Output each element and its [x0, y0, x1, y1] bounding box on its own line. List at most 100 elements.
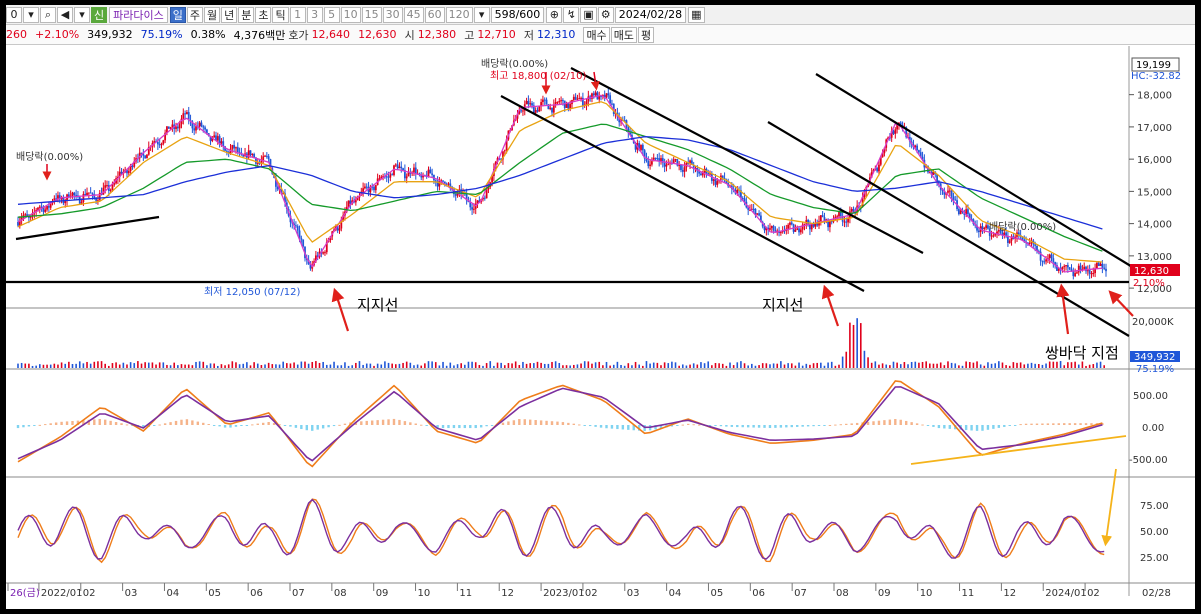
price-tick-label-2: 16,000: [1137, 155, 1172, 166]
minute-dropdown-icon[interactable]: ▾: [473, 6, 490, 23]
minute-button-60[interactable]: 60: [424, 6, 445, 23]
minute-button-3[interactable]: 3: [306, 6, 323, 23]
candle-body: [202, 126, 205, 128]
macd-histogram-bar: [409, 422, 412, 425]
buy-button[interactable]: 매수: [583, 26, 610, 43]
indicator-icon[interactable]: ⊕: [546, 6, 563, 23]
macd-histogram-bar: [185, 419, 189, 425]
stock-name[interactable]: 파라다이스: [109, 6, 168, 23]
volume-bar: [500, 362, 502, 368]
volume-bar: [1030, 362, 1033, 368]
price-tick-label-5: 13,000: [1137, 252, 1172, 263]
volume-bar: [1085, 365, 1087, 368]
period-button-년[interactable]: 년: [221, 6, 238, 23]
time-tick-label: 04: [669, 588, 682, 599]
volume-bar: [754, 365, 757, 368]
candle-body: [896, 124, 899, 130]
macd-histogram-bar: [654, 425, 657, 430]
minute-button-120[interactable]: 120: [445, 6, 473, 23]
settings-icon[interactable]: ⚙: [597, 6, 614, 23]
macd-histogram-bar: [420, 424, 423, 426]
candle-body: [104, 185, 107, 188]
volume-bar: [700, 362, 702, 368]
search-icon[interactable]: ⌕: [40, 6, 56, 23]
data-count-field[interactable]: 598/600: [490, 6, 545, 23]
volume-bar: [187, 364, 190, 368]
minute-button-1[interactable]: 1: [289, 6, 306, 23]
macd-histogram-bar: [218, 425, 221, 427]
candle-body: [1052, 258, 1055, 262]
period-button-월[interactable]: 월: [203, 6, 221, 23]
chevron-down-icon[interactable]: ▾: [74, 6, 90, 23]
volume-bar: [903, 362, 906, 368]
volume-bar: [227, 364, 230, 368]
volume-bar: [1023, 364, 1026, 368]
minute-button-15[interactable]: 15: [361, 6, 382, 23]
candle-body: [698, 171, 701, 174]
candle-body: [37, 207, 39, 210]
candle-body: [27, 216, 30, 218]
candle-body: [580, 97, 582, 99]
candle-body: [661, 158, 664, 163]
minute-button-45[interactable]: 45: [403, 6, 424, 23]
period-button-초[interactable]: 초: [255, 6, 272, 23]
candle-body: [394, 164, 397, 166]
candle-body: [1103, 267, 1106, 269]
candle-body: [364, 186, 366, 189]
period-button-틱[interactable]: 틱: [272, 6, 289, 23]
trade-value: 4,376백만: [233, 28, 286, 42]
calendar-icon[interactable]: ▦: [688, 6, 705, 23]
dividend-label-1: 배당락(0.00%): [16, 151, 83, 163]
volume-bar: [267, 362, 270, 368]
volume-bar: [663, 362, 666, 368]
macd-histogram-bar: [659, 425, 663, 429]
volume-bar: [1037, 364, 1040, 368]
minute-button-5[interactable]: 5: [323, 6, 340, 23]
change-percent: +2.10%: [35, 28, 80, 41]
minute-button-10[interactable]: 10: [340, 6, 361, 23]
candle-body: [779, 232, 782, 234]
flat-button[interactable]: 평: [637, 26, 655, 43]
volume-bar: [616, 361, 619, 368]
stock-code-field[interactable]: 0: [6, 6, 22, 23]
candle-body: [916, 145, 918, 151]
candle-body: [1085, 266, 1087, 272]
macd-histogram-bar: [114, 422, 118, 425]
candle-body: [473, 208, 475, 210]
volume-bar: [696, 364, 699, 368]
macd-histogram-bar: [1035, 423, 1039, 425]
save-icon[interactable]: ▣: [580, 6, 597, 23]
candle-body: [445, 183, 448, 185]
minute-button-30[interactable]: 30: [382, 6, 403, 23]
volume-bar: [787, 363, 789, 368]
candle-body: [84, 194, 87, 196]
macd-histogram-bar: [262, 422, 265, 425]
candle-body: [950, 190, 953, 197]
macd-divergence-line: [910, 435, 1127, 465]
volume-bar: [365, 363, 368, 368]
candle-body: [347, 200, 350, 207]
pattern-icon[interactable]: ↯: [563, 6, 580, 23]
ma-line-0: [17, 94, 1103, 273]
period-button-일[interactable]: 일: [169, 6, 186, 23]
candle-body: [1003, 232, 1006, 235]
period-button-주[interactable]: 주: [186, 6, 203, 23]
candle-body: [465, 193, 468, 201]
volume-bar: [867, 357, 869, 368]
code-dropdown-icon[interactable]: ▾: [23, 6, 39, 23]
volume-bar: [86, 361, 88, 368]
date-field[interactable]: 2024/02/28: [614, 6, 687, 23]
period-button-분[interactable]: 분: [238, 6, 255, 23]
candle-body: [262, 156, 265, 161]
candle-body: [429, 169, 432, 174]
candle-body: [1061, 267, 1064, 269]
macd-histogram-bar: [910, 422, 913, 425]
sell-button[interactable]: 매도: [610, 26, 637, 43]
candle-body: [823, 217, 826, 222]
time-tick-label: 02: [83, 588, 96, 599]
speaker-icon[interactable]: ◀: [57, 6, 73, 23]
low-label: 저: [523, 28, 534, 42]
volume-bar: [24, 363, 27, 368]
volume-bar: [587, 361, 590, 368]
volume-bar: [1070, 362, 1073, 368]
